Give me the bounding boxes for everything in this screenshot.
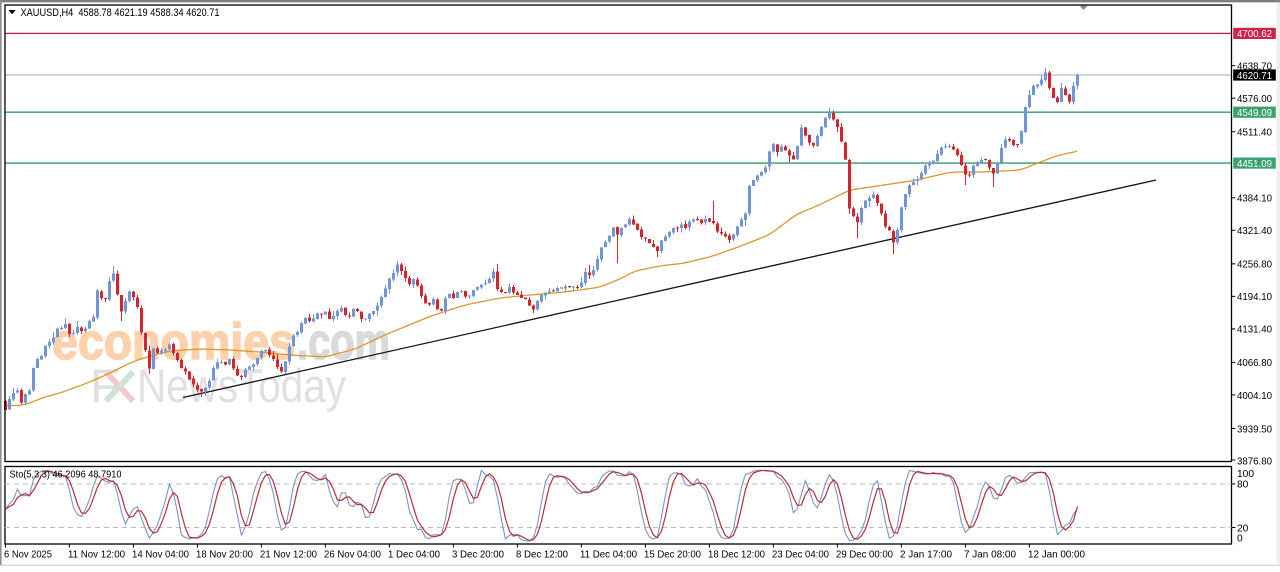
svg-text:XAUUSD,H4 4588.78 4621.19 458: XAUUSD,H4 4588.78 4621.19 4588.34 4620.7…: [21, 7, 220, 19]
svg-text:4620.71: 4620.71: [1237, 71, 1272, 82]
svg-text:11 Nov 12:00: 11 Nov 12:00: [68, 550, 125, 561]
svg-text:4384.10: 4384.10: [1237, 194, 1272, 205]
svg-text:23 Dec 04:00: 23 Dec 04:00: [772, 550, 829, 561]
svg-text:Sto(5,3,3) 46.2096 48.7910: Sto(5,3,3) 46.2096 48.7910: [10, 470, 122, 481]
svg-text:4131.40: 4131.40: [1237, 325, 1272, 336]
svg-text:4451.09: 4451.09: [1237, 159, 1272, 170]
svg-text:14 Nov 04:00: 14 Nov 04:00: [132, 550, 189, 561]
svg-text:3939.50: 3939.50: [1237, 424, 1272, 435]
svg-text:2 Jan 17:00: 2 Jan 17:00: [900, 550, 952, 561]
svg-text:0: 0: [1237, 534, 1243, 545]
svg-text:4549.09: 4549.09: [1237, 108, 1272, 119]
svg-text:1 Dec 04:00: 1 Dec 04:00: [388, 550, 440, 561]
svg-text:3876.80: 3876.80: [1237, 457, 1272, 468]
svg-text:21 Nov 12:00: 21 Nov 12:00: [260, 550, 317, 561]
svg-text:4194.10: 4194.10: [1237, 292, 1272, 303]
svg-text:6 Nov 2025: 6 Nov 2025: [4, 550, 52, 561]
svg-text:NewsToday: NewsToday: [137, 359, 346, 412]
svg-text:20: 20: [1237, 523, 1249, 534]
svg-text:.com: .com: [297, 313, 390, 370]
svg-text:80: 80: [1237, 480, 1249, 491]
svg-text:4004.10: 4004.10: [1237, 391, 1272, 402]
svg-text:11 Dec 04:00: 11 Dec 04:00: [580, 550, 637, 561]
svg-text:18 Nov 20:00: 18 Nov 20:00: [196, 550, 253, 561]
svg-text:economies: economies: [52, 313, 295, 370]
svg-text:4700.62: 4700.62: [1237, 29, 1272, 40]
svg-text:4256.80: 4256.80: [1237, 260, 1272, 271]
svg-text:4638.70: 4638.70: [1237, 62, 1272, 73]
svg-text:12 Jan 00:00: 12 Jan 00:00: [1028, 550, 1085, 561]
svg-text:26 Nov 04:00: 26 Nov 04:00: [324, 550, 381, 561]
svg-text:3 Dec 20:00: 3 Dec 20:00: [452, 550, 504, 561]
svg-text:18 Dec 12:00: 18 Dec 12:00: [708, 550, 765, 561]
svg-text:15 Dec 20:00: 15 Dec 20:00: [644, 550, 701, 561]
svg-text:4321.40: 4321.40: [1237, 226, 1272, 237]
svg-text:4066.80: 4066.80: [1237, 358, 1272, 369]
svg-text:29 Dec 00:00: 29 Dec 00:00: [836, 550, 893, 561]
svg-text:8 Dec 12:00: 8 Dec 12:00: [516, 550, 568, 561]
svg-text:4511.40: 4511.40: [1237, 128, 1272, 139]
svg-text:4576.00: 4576.00: [1237, 94, 1272, 105]
svg-text:7 Jan 08:00: 7 Jan 08:00: [964, 550, 1016, 561]
svg-text:100: 100: [1237, 469, 1254, 480]
